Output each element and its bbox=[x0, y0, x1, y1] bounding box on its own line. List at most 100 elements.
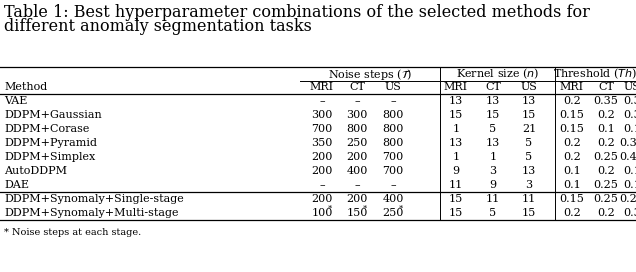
Text: 800: 800 bbox=[382, 124, 404, 134]
Text: 15: 15 bbox=[449, 194, 463, 204]
Text: US: US bbox=[385, 82, 401, 92]
Text: DDPM+Simplex: DDPM+Simplex bbox=[4, 152, 95, 162]
Text: 0.2: 0.2 bbox=[597, 138, 615, 148]
Text: Kernel size ($n$): Kernel size ($n$) bbox=[456, 67, 539, 81]
Text: 0.3: 0.3 bbox=[623, 96, 636, 106]
Text: 13: 13 bbox=[486, 96, 500, 106]
Text: –: – bbox=[354, 180, 360, 190]
Text: MRI: MRI bbox=[560, 82, 584, 92]
Text: 0.25: 0.25 bbox=[619, 194, 636, 204]
Text: 0.35: 0.35 bbox=[619, 138, 636, 148]
Text: 800: 800 bbox=[382, 110, 404, 120]
Text: 200: 200 bbox=[347, 152, 368, 162]
Text: Threshold ($\mathit{Th}$): Threshold ($\mathit{Th}$) bbox=[553, 67, 636, 81]
Text: –: – bbox=[354, 96, 360, 106]
Text: 800: 800 bbox=[347, 124, 368, 134]
Text: 15: 15 bbox=[449, 110, 463, 120]
Text: 0.3: 0.3 bbox=[623, 208, 636, 218]
Text: 3: 3 bbox=[490, 166, 497, 176]
Text: US: US bbox=[520, 82, 537, 92]
Text: 15: 15 bbox=[522, 208, 536, 218]
Text: DDPM+Pyramid: DDPM+Pyramid bbox=[4, 138, 97, 148]
Text: 700: 700 bbox=[382, 152, 404, 162]
Text: 0.2: 0.2 bbox=[597, 166, 615, 176]
Text: 13: 13 bbox=[486, 138, 500, 148]
Text: 11: 11 bbox=[486, 194, 500, 204]
Text: 150: 150 bbox=[347, 208, 368, 218]
Text: Method: Method bbox=[4, 82, 47, 92]
Text: 100: 100 bbox=[311, 208, 333, 218]
Text: 9: 9 bbox=[490, 180, 497, 190]
Text: 0.2: 0.2 bbox=[563, 96, 581, 106]
Text: 15: 15 bbox=[522, 110, 536, 120]
Text: 15: 15 bbox=[486, 110, 500, 120]
Text: DDPM+Gaussian: DDPM+Gaussian bbox=[4, 110, 102, 120]
Text: 13: 13 bbox=[522, 166, 536, 176]
Text: 21: 21 bbox=[522, 124, 536, 134]
Text: 0.25: 0.25 bbox=[593, 152, 618, 162]
Text: 0.15: 0.15 bbox=[560, 124, 584, 134]
Text: 0.2: 0.2 bbox=[597, 208, 615, 218]
Text: 250: 250 bbox=[382, 208, 404, 218]
Text: 11: 11 bbox=[522, 194, 536, 204]
Text: CT: CT bbox=[349, 82, 365, 92]
Text: 13: 13 bbox=[449, 138, 463, 148]
Text: 0.1: 0.1 bbox=[623, 180, 636, 190]
Text: 0.1: 0.1 bbox=[563, 180, 581, 190]
Text: 0.1: 0.1 bbox=[623, 166, 636, 176]
Text: 1: 1 bbox=[452, 124, 460, 134]
Text: 200: 200 bbox=[311, 194, 333, 204]
Text: 13: 13 bbox=[522, 96, 536, 106]
Text: CT: CT bbox=[485, 82, 501, 92]
Text: *: * bbox=[328, 205, 333, 213]
Text: –: – bbox=[391, 180, 396, 190]
Text: 700: 700 bbox=[382, 166, 404, 176]
Text: *: * bbox=[363, 205, 368, 213]
Text: 0.15: 0.15 bbox=[560, 194, 584, 204]
Text: MRI: MRI bbox=[444, 82, 468, 92]
Text: 400: 400 bbox=[347, 166, 368, 176]
Text: 0.1: 0.1 bbox=[623, 124, 636, 134]
Text: 0.45: 0.45 bbox=[619, 152, 636, 162]
Text: Noise steps ($\mathcal{T}$): Noise steps ($\mathcal{T}$) bbox=[328, 66, 412, 82]
Text: 300: 300 bbox=[347, 110, 368, 120]
Text: different anomaly segmentation tasks: different anomaly segmentation tasks bbox=[4, 18, 312, 35]
Text: 1: 1 bbox=[490, 152, 497, 162]
Text: 0.3: 0.3 bbox=[623, 110, 636, 120]
Text: MRI: MRI bbox=[310, 82, 334, 92]
Text: 1: 1 bbox=[452, 152, 460, 162]
Text: 0.2: 0.2 bbox=[563, 152, 581, 162]
Text: 0.2: 0.2 bbox=[563, 208, 581, 218]
Text: 250: 250 bbox=[347, 138, 368, 148]
Text: 0.2: 0.2 bbox=[597, 110, 615, 120]
Text: DAE: DAE bbox=[4, 180, 29, 190]
Text: 0.25: 0.25 bbox=[593, 194, 618, 204]
Text: 0.1: 0.1 bbox=[563, 166, 581, 176]
Text: 5: 5 bbox=[525, 152, 532, 162]
Text: 350: 350 bbox=[311, 138, 333, 148]
Text: 3: 3 bbox=[525, 180, 532, 190]
Text: DDPM+Synomaly+Single-stage: DDPM+Synomaly+Single-stage bbox=[4, 194, 184, 204]
Text: DDPM+Synomaly+Multi-stage: DDPM+Synomaly+Multi-stage bbox=[4, 208, 179, 218]
Text: –: – bbox=[391, 96, 396, 106]
Text: 5: 5 bbox=[525, 138, 532, 148]
Text: * Noise steps at each stage.: * Noise steps at each stage. bbox=[4, 228, 141, 237]
Text: 200: 200 bbox=[311, 152, 333, 162]
Text: 15: 15 bbox=[449, 208, 463, 218]
Text: 11: 11 bbox=[449, 180, 463, 190]
Text: 5: 5 bbox=[490, 208, 497, 218]
Text: CT: CT bbox=[598, 82, 614, 92]
Text: 0.35: 0.35 bbox=[593, 96, 618, 106]
Text: 0.25: 0.25 bbox=[593, 180, 618, 190]
Text: 200: 200 bbox=[311, 166, 333, 176]
Text: AutoDDPM: AutoDDPM bbox=[4, 166, 67, 176]
Text: VAE: VAE bbox=[4, 96, 27, 106]
Text: 0.2: 0.2 bbox=[563, 138, 581, 148]
Text: 5: 5 bbox=[490, 124, 497, 134]
Text: 300: 300 bbox=[311, 110, 333, 120]
Text: Table 1: Best hyperparameter combinations of the selected methods for: Table 1: Best hyperparameter combination… bbox=[4, 4, 590, 21]
Text: 700: 700 bbox=[312, 124, 333, 134]
Text: US: US bbox=[623, 82, 636, 92]
Text: –: – bbox=[319, 180, 325, 190]
Text: –: – bbox=[319, 96, 325, 106]
